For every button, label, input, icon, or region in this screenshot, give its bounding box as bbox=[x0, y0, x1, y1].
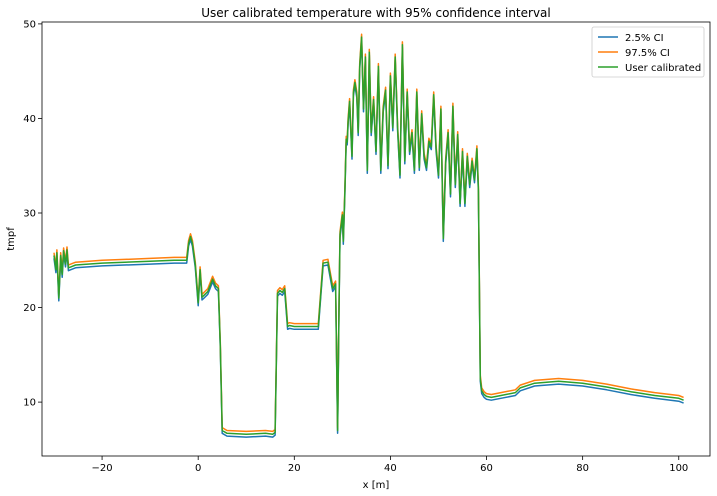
series-line-calibrated bbox=[53, 36, 684, 436]
x-tick-label: 80 bbox=[576, 463, 589, 474]
legend-label-upper: 97.5% CI bbox=[625, 48, 670, 59]
x-tick-label: 40 bbox=[384, 463, 397, 474]
y-axis-label: tmpf bbox=[6, 227, 17, 251]
legend-box bbox=[591, 26, 705, 78]
x-tick-label: 20 bbox=[288, 463, 301, 474]
legend: 2.5% CI 97.5% CI User calibrated bbox=[591, 26, 705, 78]
chart-title: User calibrated temperature with 95% con… bbox=[201, 6, 550, 20]
y-tick-label: 10 bbox=[23, 398, 36, 409]
x-axis: −20 0 20 40 60 80 100 bbox=[92, 456, 688, 474]
y-axis: 10 20 30 40 50 bbox=[23, 19, 42, 409]
y-tick-label: 20 bbox=[23, 303, 36, 314]
legend-label-lower: 2.5% CI bbox=[625, 33, 664, 44]
y-tick-label: 30 bbox=[23, 208, 36, 219]
legend-label-calibrated: User calibrated bbox=[625, 63, 701, 74]
y-tick-label: 40 bbox=[23, 114, 36, 125]
plot-area bbox=[53, 33, 684, 438]
y-tick-label: 50 bbox=[23, 19, 36, 30]
x-tick-label: 0 bbox=[195, 463, 201, 474]
plot-frame bbox=[41, 21, 711, 457]
x-tick-label: 100 bbox=[669, 463, 688, 474]
x-axis-label: x [m] bbox=[363, 480, 390, 491]
x-tick-label: 60 bbox=[480, 463, 493, 474]
x-tick-label: −20 bbox=[92, 463, 113, 474]
